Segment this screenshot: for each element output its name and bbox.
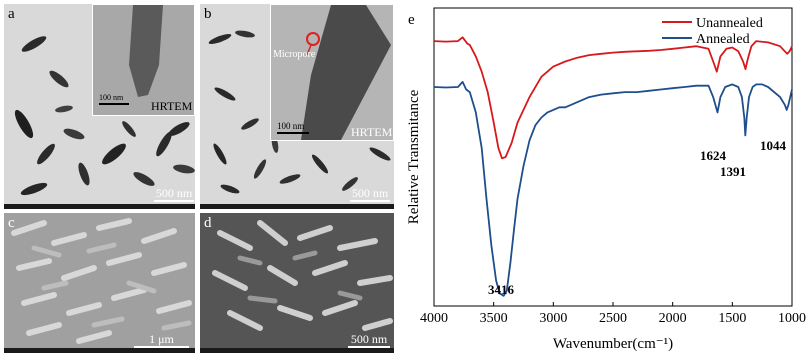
sem-panel-c: c 1 μm	[4, 213, 195, 353]
panel-label-b: b	[204, 6, 212, 22]
panel-label-d: d	[204, 215, 212, 231]
panel-label-a: a	[8, 6, 15, 22]
tem-panel-b: Micropore 100 nm HRTEM b 500 nm	[200, 4, 394, 209]
legend-label-annealed: Annealed	[696, 32, 750, 47]
series-line-annealed	[433, 81, 793, 297]
tem-particles-b	[208, 30, 391, 194]
series-line-unannealed	[433, 36, 793, 160]
sem-rods-c	[11, 218, 192, 344]
x-tick-label: 4000	[420, 311, 448, 326]
x-tick-label: 2000	[659, 311, 687, 326]
nanorod-body-image	[271, 5, 393, 140]
scale-label-a: 500 nm	[155, 186, 193, 200]
peak-label-3416: 3416	[488, 282, 515, 297]
peak-label-1391: 1391	[720, 164, 746, 179]
scale-label-d: 500 nm	[350, 332, 388, 346]
x-axis-ticks: 4000 3500 3000 2500 2000 1500 1000	[420, 302, 806, 326]
peak-label-1044: 1044	[760, 138, 787, 153]
panel-label-e: e	[408, 12, 415, 28]
sem-rods-d	[212, 220, 393, 331]
panel-label-c: c	[8, 215, 15, 231]
legend-label-unannealed: Unannealed	[696, 16, 763, 31]
peak-label-1624: 1624	[700, 148, 727, 163]
x-tick-label: 3500	[480, 311, 508, 326]
x-tick-label: 1000	[778, 311, 806, 326]
inset-scale-label-b: 100 nm	[277, 121, 305, 131]
x-tick-label: 3000	[539, 311, 567, 326]
micropore-annotation: Micropore	[273, 49, 316, 60]
tem-particles-a	[14, 36, 195, 196]
ftir-chart: e 4000 3500 3000 2500 2000 1500 1000 Unanneale…	[406, 7, 806, 352]
inset-tag-a: HRTEM	[151, 99, 193, 113]
x-tick-label: 2500	[599, 311, 627, 326]
y-axis-label: Relative Transmitance	[406, 89, 422, 224]
inset-scale-label-a: 100 nm	[99, 93, 124, 102]
scale-bar-a: 500 nm	[154, 187, 194, 202]
nanorod-tip-image	[93, 5, 194, 115]
x-axis-label: Wavenumber(cm⁻¹)	[553, 336, 673, 352]
scale-bar-b: 500 nm	[350, 187, 390, 202]
inset-scale-bar-a: 100 nm	[99, 93, 129, 105]
inset-scale-bar-b: 100 nm	[277, 121, 309, 134]
peak-labels: 3416 1624 1391 1044	[488, 138, 787, 297]
hrtem-inset-b: Micropore 100 nm HRTEM	[270, 4, 394, 141]
scale-label-b: 500 nm	[351, 186, 389, 200]
inset-tag-b: HRTEM	[351, 125, 393, 139]
sem-panel-d: d 500 nm	[200, 213, 394, 353]
scale-bar-c: 1 μm	[134, 333, 189, 348]
scale-label-c: 1 μm	[149, 332, 174, 346]
x-tick-label: 1500	[718, 311, 746, 326]
series-group	[433, 36, 793, 297]
scale-bar-d: 500 nm	[348, 333, 390, 348]
hrtem-inset-a: 100 nm HRTEM	[92, 4, 195, 116]
tem-panel-a: 100 nm HRTEM a 500 nm	[4, 4, 195, 209]
